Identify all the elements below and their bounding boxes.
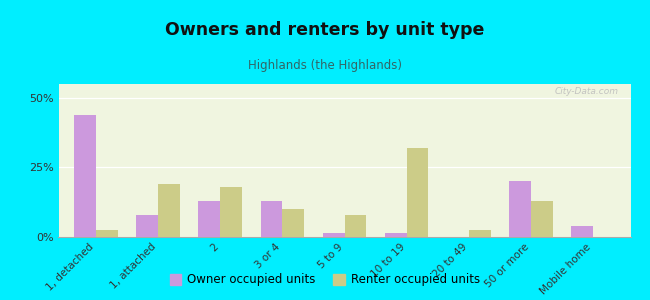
Legend: Owner occupied units, Renter occupied units: Owner occupied units, Renter occupied un… <box>165 269 485 291</box>
Bar <box>469 230 491 237</box>
Bar <box>509 182 531 237</box>
Text: Highlands (the Highlands): Highlands (the Highlands) <box>248 59 402 73</box>
Bar <box>344 215 366 237</box>
Bar <box>198 201 220 237</box>
Bar <box>385 233 407 237</box>
Bar <box>571 226 593 237</box>
Bar <box>323 233 345 237</box>
Bar <box>74 115 96 237</box>
Bar <box>407 148 428 237</box>
Bar <box>96 230 118 237</box>
Bar <box>531 201 552 237</box>
Bar <box>220 187 242 237</box>
Bar <box>261 201 282 237</box>
Bar <box>136 215 158 237</box>
Bar <box>282 209 304 237</box>
Text: Owners and renters by unit type: Owners and renters by unit type <box>165 21 485 39</box>
Text: City-Data.com: City-Data.com <box>555 87 619 96</box>
Bar <box>158 184 180 237</box>
